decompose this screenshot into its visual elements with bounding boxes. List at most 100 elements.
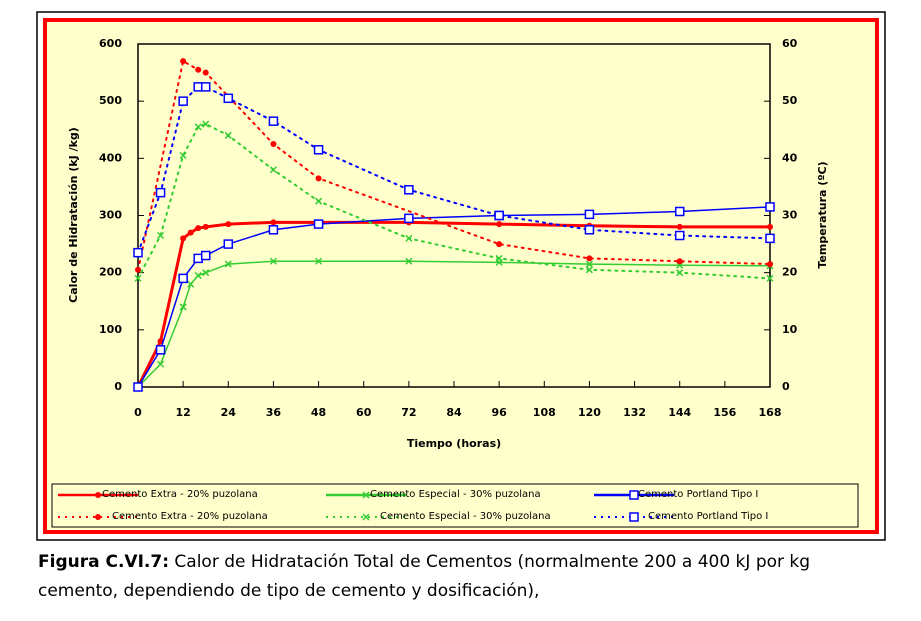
x-axis-label: Tiempo (horas) xyxy=(407,437,501,450)
x-tick-label: 84 xyxy=(446,406,462,419)
x-tick-label: 12 xyxy=(175,406,190,419)
x-tick-label: 96 xyxy=(491,406,507,419)
data-point xyxy=(200,82,211,92)
data-point xyxy=(133,382,143,392)
data-point xyxy=(178,96,188,106)
data-point xyxy=(178,273,188,284)
data-point xyxy=(269,166,277,174)
data-point xyxy=(315,197,323,205)
y2-tick-label: 10 xyxy=(782,323,798,336)
data-point xyxy=(494,210,504,221)
legend-marker xyxy=(629,490,639,500)
data-point xyxy=(133,247,143,258)
data-point xyxy=(187,280,195,288)
caption-label: Figura C.VI.7: xyxy=(38,552,169,572)
data-point xyxy=(179,303,187,311)
series-line xyxy=(137,59,771,271)
data-point xyxy=(224,131,232,139)
y2-tick-label: 20 xyxy=(782,266,798,279)
y2-axis-label: Temperatura (ºC) xyxy=(816,161,829,268)
legend-label: Cemento Extra - 20% puzolana xyxy=(112,511,268,522)
legend-marker xyxy=(362,491,370,499)
data-point xyxy=(202,223,209,230)
series-line xyxy=(137,260,771,388)
legend-label: Cemento Especial - 30% puzolana xyxy=(370,489,541,500)
data-point xyxy=(269,257,277,265)
data-point xyxy=(180,235,187,242)
data-point xyxy=(270,141,277,148)
y2-tick-label: 60 xyxy=(782,37,798,50)
data-point xyxy=(223,239,234,249)
legend-label: Cemento Portland Tipo I xyxy=(648,511,768,522)
y-axis-label: Calor de Hidratación (kJ /kg) xyxy=(67,127,80,303)
data-point xyxy=(674,206,685,217)
data-point xyxy=(674,230,685,241)
y2-tick-label: 40 xyxy=(782,151,798,164)
legend-label: Cemento Especial - 30% puzolana xyxy=(380,511,551,522)
data-point xyxy=(315,175,322,182)
x-tick-label: 132 xyxy=(623,406,646,419)
data-point xyxy=(313,145,324,155)
data-point xyxy=(134,274,142,282)
data-point xyxy=(179,151,187,160)
data-point xyxy=(135,266,141,273)
data-point xyxy=(676,258,683,265)
data-point xyxy=(194,271,202,280)
y2-tick-label: 0 xyxy=(782,380,790,393)
legend-marker xyxy=(95,492,101,498)
data-point xyxy=(315,257,323,265)
data-point xyxy=(180,58,187,65)
chart-frame xyxy=(43,18,879,534)
data-point xyxy=(496,241,503,248)
y2-tick-label: 30 xyxy=(782,209,798,222)
legend xyxy=(51,483,859,528)
x-tick-label: 24 xyxy=(221,406,237,419)
data-point xyxy=(405,234,413,242)
data-point xyxy=(157,231,165,240)
data-point xyxy=(157,360,165,368)
data-point xyxy=(200,250,211,261)
data-point xyxy=(313,219,324,229)
y-tick-label: 200 xyxy=(99,266,122,279)
x-tick-label: 156 xyxy=(713,406,736,419)
data-point xyxy=(270,219,277,226)
x-tick-label: 120 xyxy=(578,406,601,419)
data-point xyxy=(404,213,414,224)
data-point xyxy=(195,225,202,232)
legend-label: Cemento Extra - 20% puzolana xyxy=(102,489,258,500)
data-point xyxy=(676,269,684,277)
x-tick-label: 144 xyxy=(668,406,691,419)
data-point xyxy=(223,93,234,104)
y-tick-label: 100 xyxy=(99,323,122,336)
data-point xyxy=(496,221,503,228)
data-point xyxy=(202,69,209,76)
data-point xyxy=(405,257,413,265)
y-tick-label: 500 xyxy=(99,94,122,107)
data-point xyxy=(268,116,279,126)
y2-tick-label: 50 xyxy=(782,94,798,107)
caption-text: Calor de Hidratación Total de Cementos (… xyxy=(38,552,811,601)
x-tick-label: 36 xyxy=(266,406,282,419)
data-point xyxy=(584,225,595,235)
legend-label: Cemento Portland Tipo I xyxy=(638,489,758,500)
data-point xyxy=(765,202,775,212)
data-point xyxy=(225,221,232,228)
data-point xyxy=(766,274,774,282)
caption: Figura C.VI.7: Calor de Hidratación Tota… xyxy=(38,548,888,606)
data-point xyxy=(202,269,210,277)
data-point xyxy=(195,66,202,73)
data-point xyxy=(676,223,683,230)
data-point xyxy=(187,229,194,236)
x-tick-label: 48 xyxy=(311,406,326,419)
x-tick-label: 168 xyxy=(759,406,782,419)
data-point xyxy=(268,225,279,235)
data-point xyxy=(495,254,503,262)
legend-marker xyxy=(95,514,101,520)
x-tick-label: 0 xyxy=(134,406,142,419)
data-point xyxy=(765,233,775,244)
data-point xyxy=(155,187,166,198)
data-point xyxy=(224,260,232,268)
data-point xyxy=(202,120,210,128)
chart: Tiempo (horas) Calor de Hidratación (kJ … xyxy=(36,11,886,541)
